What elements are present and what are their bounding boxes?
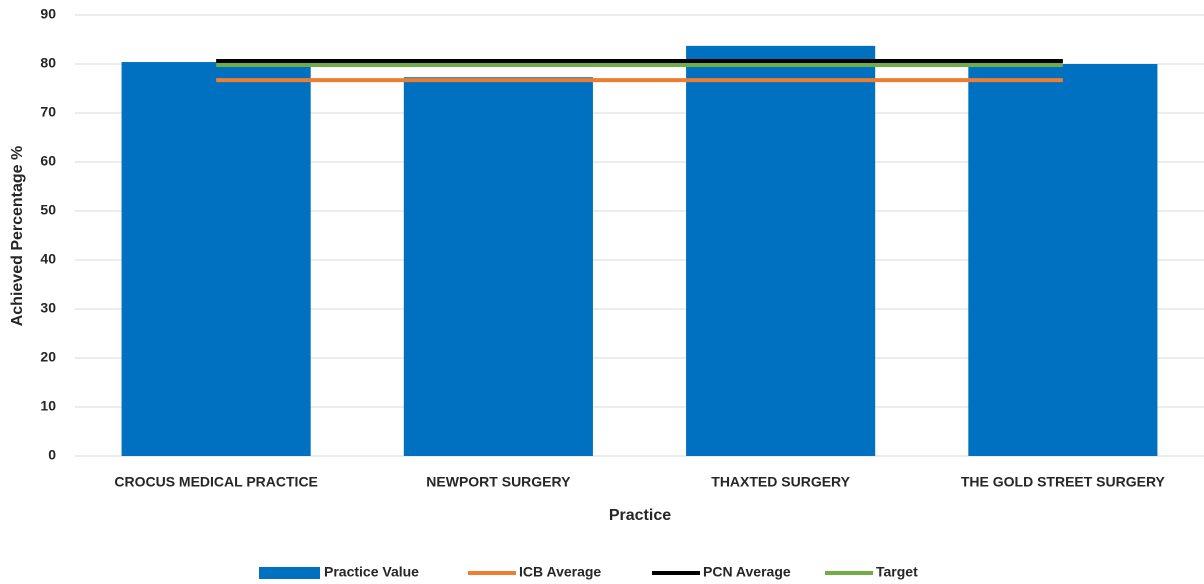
bar bbox=[968, 64, 1158, 456]
y-tick-label: 30 bbox=[40, 300, 56, 316]
x-tick-label: CROCUS MEDICAL PRACTICE bbox=[114, 474, 318, 490]
x-axis-title: Practice bbox=[609, 507, 671, 524]
y-tick-label: 90 bbox=[40, 6, 56, 22]
y-tick-label: 60 bbox=[40, 153, 56, 169]
bar bbox=[686, 45, 876, 457]
y-tick-label: 80 bbox=[40, 55, 56, 71]
legend-label: ICB Average bbox=[519, 564, 601, 580]
bar bbox=[403, 77, 593, 456]
x-tick-label: THAXTED SURGERY bbox=[711, 474, 850, 490]
y-tick-label: 0 bbox=[48, 447, 56, 463]
y-tick-label: 40 bbox=[40, 251, 56, 267]
legend-label: Practice Value bbox=[324, 564, 419, 580]
y-tick-label: 10 bbox=[40, 398, 56, 414]
y-tick-label: 50 bbox=[40, 202, 56, 218]
bar bbox=[121, 62, 311, 456]
y-tick-label: 70 bbox=[40, 104, 56, 120]
y-axis-title: Achieved Percentage % bbox=[9, 146, 26, 327]
legend-label: Target bbox=[876, 564, 918, 580]
x-tick-label: THE GOLD STREET SURGERY bbox=[961, 474, 1166, 490]
y-tick-label: 20 bbox=[40, 349, 56, 365]
legend-label: PCN Average bbox=[703, 564, 791, 580]
legend-swatch bbox=[259, 567, 320, 579]
x-tick-label: NEWPORT SURGERY bbox=[426, 474, 571, 490]
